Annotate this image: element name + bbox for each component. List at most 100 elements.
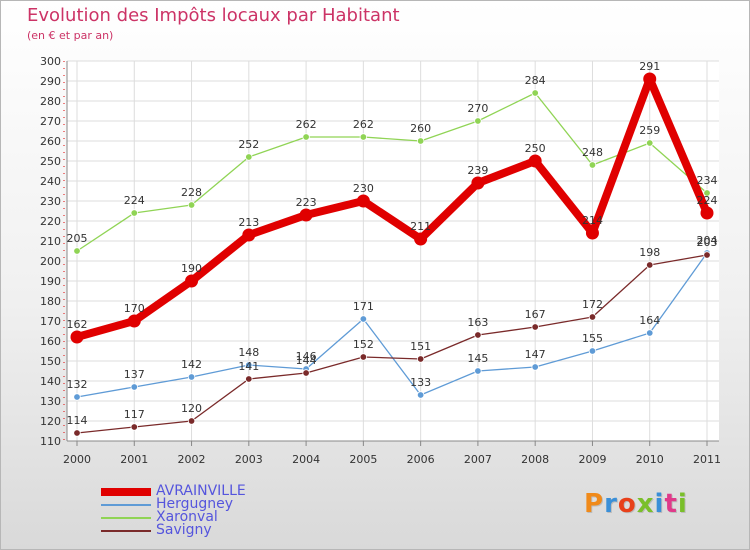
axes: 110 120 130 140 150 160 170 180 190 200 210 220 230 2… [40,55,721,466]
data-label: 145 [467,352,488,365]
data-point [531,323,539,331]
legend-label: AVRAINVILLE [156,483,246,499]
y-tick-label: 200 [40,255,61,268]
data-point [471,176,485,190]
data-label: 252 [238,138,259,151]
data-point [531,89,539,97]
data-point [302,369,310,377]
data-point [127,314,141,328]
data-point [643,72,657,86]
data-label: 239 [467,164,488,177]
legend-swatch [101,488,151,496]
y-tick-label: 220 [40,215,61,228]
data-label: 133 [410,376,431,389]
data-label: 155 [582,332,603,345]
data-label: 142 [181,358,202,371]
data-label: 148 [238,346,259,359]
series-line [76,252,708,398]
data-label: 250 [525,142,546,155]
data-point [414,232,428,246]
y-tick-label: 260 [40,135,61,148]
y-tick-label: 180 [40,295,61,308]
x-tick-label: 2008 [521,453,549,466]
y-tick-label: 130 [40,395,61,408]
y-tick-label: 110 [40,435,61,448]
series-line [76,254,708,434]
y-tick-label: 170 [40,315,61,328]
data-label: 224 [697,194,718,207]
x-tick-label: 2002 [178,453,206,466]
data-label: 190 [181,262,202,275]
y-tick-label: 160 [40,335,61,348]
y-tick-label: 290 [40,75,61,88]
data-point [359,133,368,141]
legend-item: Xaronval [101,509,301,525]
legend-label: Xaronval [156,509,218,525]
data-point [359,353,368,361]
data-label: 132 [67,378,88,391]
data-point [245,361,253,369]
x-tick-label: 2003 [235,453,263,466]
x-tick-label: 2007 [464,453,492,466]
x-tick-label: 2000 [63,453,91,466]
data-label: 224 [124,194,145,207]
data-point [588,313,597,321]
data-label: 141 [238,360,259,373]
data-label: 230 [353,182,374,195]
data-point [646,139,654,147]
data-point [703,189,711,197]
data-point [416,391,425,399]
data-label: 144 [296,354,317,367]
data-point [130,209,138,217]
data-point [646,329,654,337]
data-point [73,247,81,255]
data-point [528,154,542,168]
proxiti-logo: Proxiti [584,489,688,519]
data-point [700,206,714,220]
data-point [187,417,196,425]
data-label: 172 [582,298,603,311]
data-point [416,137,425,145]
data-point [130,383,138,391]
legend-item: Savigny [101,522,301,538]
data-label: 214 [582,214,603,227]
data-point [585,226,599,240]
data-label: 284 [525,74,546,87]
y-tick-label: 150 [40,355,61,368]
y-tick-label: 210 [40,235,61,248]
y-tick-label: 190 [40,275,61,288]
x-tick-label: 2005 [349,453,377,466]
data-label: 260 [410,122,431,135]
data-point [474,367,482,375]
data-label: 114 [67,414,88,427]
data-point [187,373,196,381]
data-point [588,161,597,169]
legend-label: Hergugney [156,496,234,512]
data-label: 117 [124,408,145,421]
data-point [588,347,597,355]
data-point [73,393,81,401]
data-label: 120 [181,402,202,415]
data-label: 171 [353,300,374,313]
data-point [130,423,138,431]
data-point [242,228,256,242]
data-label: 270 [467,102,488,115]
data-point [474,117,482,125]
data-point [302,133,310,141]
legend-swatch [101,530,151,532]
data-label: 147 [525,348,546,361]
x-tick-label: 2009 [578,453,606,466]
data-point [416,355,425,363]
data-label: 262 [296,118,317,131]
data-point [245,153,253,161]
y-tick-label: 120 [40,415,61,428]
data-label: 151 [410,340,431,353]
y-tick-label: 250 [40,155,61,168]
legend-label: Savigny [156,522,212,538]
data-label: 203 [697,236,718,249]
data-point [185,274,199,288]
data-label: 291 [639,60,660,73]
data-point [531,363,539,371]
legend-swatch [101,517,151,519]
